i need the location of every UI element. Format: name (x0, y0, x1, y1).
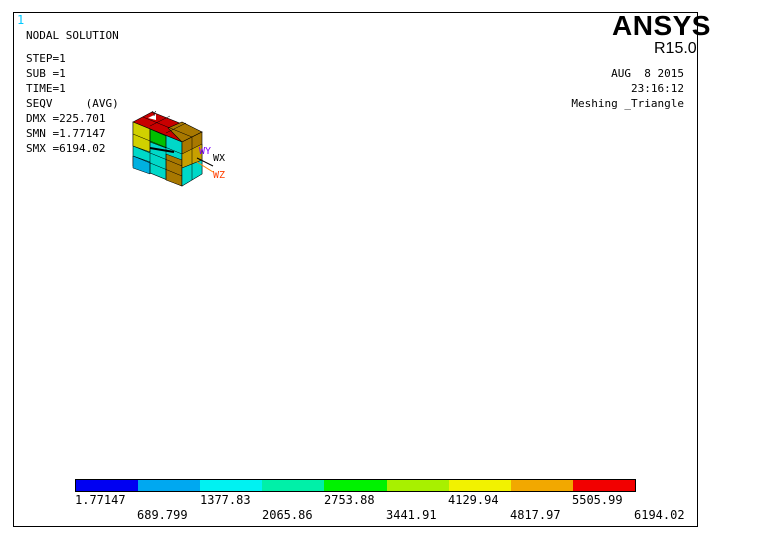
result-title: NODAL SOLUTION (26, 29, 119, 42)
legend-band-3 (200, 480, 263, 491)
axis-triad: WY WX WZ (196, 146, 225, 181)
legend-label: 2065.86 (262, 508, 313, 522)
legend-band-6 (386, 480, 449, 491)
quantity-label: SEQV (AVG) (26, 97, 119, 110)
substep-label: SUB =1 (26, 67, 66, 80)
wy-label: WY (199, 146, 211, 157)
legend-label: 6194.02 (634, 508, 685, 522)
smx-label: SMX =6194.02 (26, 142, 106, 155)
time-label: TIME=1 (26, 82, 66, 95)
legend-label: 4817.97 (510, 508, 561, 522)
smn-label: SMN =1.77147 (26, 127, 106, 140)
legend-label: 3441.91 (386, 508, 437, 522)
wx-label: WX (213, 153, 225, 164)
contour-model[interactable]: Y (130, 108, 240, 188)
legend-label: 1377.83 (200, 493, 251, 507)
svg-text:Y: Y (152, 110, 157, 118)
legend-band-1 (76, 480, 139, 491)
step-label: STEP=1 (26, 52, 66, 65)
legend-band-7 (448, 480, 511, 491)
legend-label: 5505.99 (572, 493, 623, 507)
legend-band-4 (262, 480, 325, 491)
legend-label: 689.799 (137, 508, 188, 522)
legend-label: 2753.88 (324, 493, 375, 507)
legend-label: 1.77147 (75, 493, 126, 507)
ansys-logo: ANSYS (612, 10, 711, 41)
window-number: 1 (17, 13, 25, 27)
release-label: R15.0 (654, 40, 697, 57)
legend-band-8 (510, 480, 573, 491)
job-name: Meshing _Triangle (571, 97, 684, 110)
legend-label: 4129.94 (448, 493, 499, 507)
legend-band-2 (138, 480, 201, 491)
time-stamp: 23:16:12 (631, 82, 684, 95)
wz-label: WZ (213, 170, 225, 181)
legend-band-9 (572, 480, 635, 491)
date-label: AUG 8 2015 (611, 67, 684, 80)
contour-legend (75, 479, 636, 492)
legend-band-5 (324, 480, 387, 491)
graphics-window[interactable] (13, 12, 698, 527)
dmx-label: DMX =225.701 (26, 112, 106, 125)
